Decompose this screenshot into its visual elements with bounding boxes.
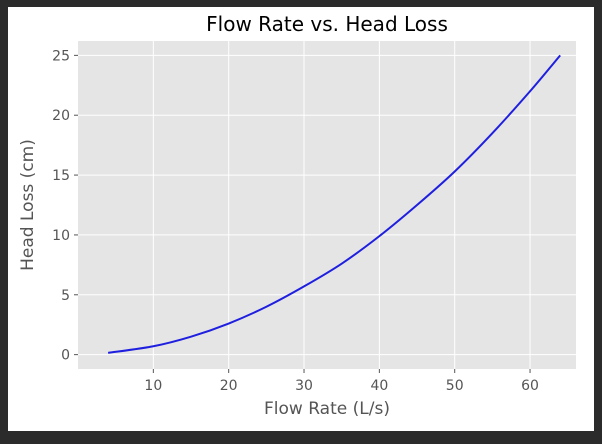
series-line <box>107 54 561 354</box>
x-tick-label: 50 <box>446 378 464 394</box>
x-tick-label: 10 <box>144 378 162 394</box>
y-tick-label: 15 <box>52 168 70 184</box>
x-tick-label: 60 <box>521 378 539 394</box>
y-tick-label: 10 <box>52 228 70 244</box>
series-layer <box>107 54 561 354</box>
y-tick-label: 25 <box>52 48 70 64</box>
x-axis-ticks: 10 20 30 40 50 60 <box>144 369 539 394</box>
y-tick-label: 0 <box>61 348 70 364</box>
x-tick-label: 40 <box>370 378 388 394</box>
x-axis-label: Flow Rate (L/s) <box>264 399 390 419</box>
chart-title: Flow Rate vs. Head Loss <box>206 12 448 36</box>
y-tick-label: 5 <box>61 288 70 304</box>
plot-area <box>78 41 576 369</box>
chart: 10 20 30 40 50 60 0 5 10 15 20 25 Flow Rate vs. He… <box>18 12 576 419</box>
y-tick-label: 20 <box>52 108 70 124</box>
x-tick-label: 30 <box>295 378 313 394</box>
x-tick-label: 20 <box>220 378 238 394</box>
grid <box>78 41 576 369</box>
y-axis-ticks: 0 5 10 15 20 25 <box>52 48 78 364</box>
chart-figure: 10 20 30 40 50 60 0 5 10 15 20 25 Flow Rate vs. He… <box>8 7 594 431</box>
y-axis-label: Head Loss (cm) <box>18 139 38 271</box>
